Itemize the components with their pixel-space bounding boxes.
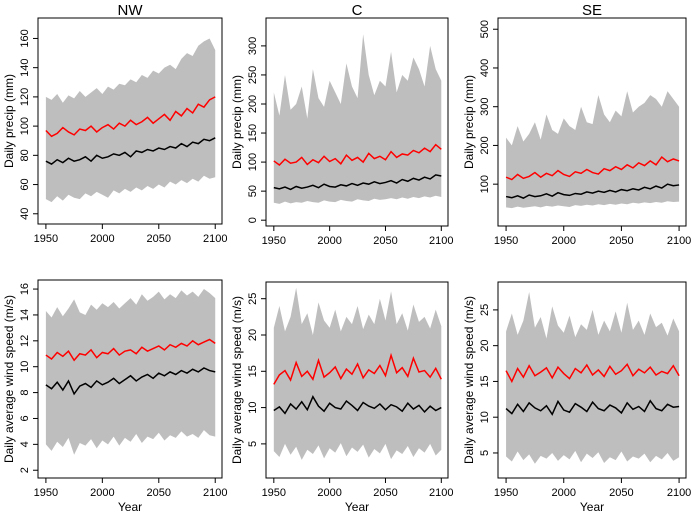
y-tick-label: 20 [247,329,259,341]
y-axis-label: Daily precip (mm) [230,75,244,169]
y-axis-label: Daily precip (mm) [2,74,16,168]
series-line [273,352,442,385]
x-tick-label: 2050 [147,487,171,499]
y-tick-label: 80 [19,149,31,161]
x-tick-label: 2000 [552,235,576,247]
series-line [505,183,680,199]
series-line [45,137,216,165]
plot-frame [497,17,687,227]
y-axis-label: Daily average wind speed (m/s) [462,296,476,464]
series-line [505,399,680,416]
series-line [273,174,442,191]
x-tick-label: 1950 [34,487,58,499]
y-tick-label: 8 [19,390,31,396]
x-tick-label: 2100 [429,487,453,499]
series-line [45,367,216,396]
x-tick-label: 2000 [552,487,576,499]
plot-frame [265,17,449,227]
panel-title: NW [118,2,144,19]
y-tick-label: 14 [19,309,31,321]
y-tick-label: 140 [19,58,31,76]
plot-frame [37,17,223,225]
ensemble-band [273,287,442,460]
x-tick-label: 1950 [262,487,286,499]
y-tick-label: 10 [479,411,491,423]
y-tick-label: 400 [479,59,491,77]
plot-frame [497,281,687,479]
y-tick-label: 4 [19,441,31,447]
series-line [505,155,680,181]
y-tick-label: 150 [247,124,259,142]
x-tick-label: 2000 [317,487,341,499]
x-axis-label: Year [118,500,142,514]
y-tick-label: 40 [19,208,31,220]
y-tick-label: 25 [247,293,259,305]
y-tick-label: 12 [19,335,31,347]
y-tick-label: 100 [479,175,491,193]
y-tick-label: 100 [19,117,31,135]
y-tick-label: 5 [479,450,491,456]
y-tick-label: 300 [247,37,259,55]
ensemble-band [45,289,216,455]
x-tick-label: 2100 [429,235,453,247]
y-tick-label: 25 [479,304,491,316]
x-tick-label: 2100 [667,235,691,247]
plot-frame [265,281,449,479]
x-axis-label: Year [580,500,604,514]
y-tick-label: 15 [247,365,259,377]
series-line [273,395,442,415]
x-axis-label: Year [345,500,369,514]
x-tick-label: 1950 [494,235,518,247]
y-axis-label: Daily average wind speed (m/s) [2,295,16,463]
y-tick-label: 160 [19,29,31,47]
x-tick-label: 2050 [609,235,633,247]
x-tick-label: 1950 [34,233,58,245]
series-line [45,96,216,138]
ensemble-band [506,292,680,464]
series-line [45,338,216,362]
panel-title: SE [582,2,602,19]
y-tick-label: 250 [247,66,259,84]
y-tick-label: 500 [479,20,491,38]
y-axis-label: Daily average wind speed (m/s) [230,296,244,464]
series-line [505,362,680,384]
y-tick-label: 5 [247,441,259,447]
x-tick-label: 2000 [317,235,341,247]
y-tick-label: 0 [247,217,259,223]
x-tick-label: 2100 [203,233,227,245]
y-tick-label: 50 [247,185,259,197]
y-tick-label: 16 [19,283,31,295]
panel-title: C [352,2,363,19]
series-line [273,143,442,166]
ensemble-band [506,91,680,209]
x-tick-label: 2050 [147,233,171,245]
y-tick-label: 120 [19,88,31,106]
x-tick-label: 2050 [373,487,397,499]
y-tick-label: 100 [247,153,259,171]
x-tick-label: 1950 [494,487,518,499]
y-tick-label: 60 [19,178,31,190]
y-tick-label: 10 [247,401,259,413]
y-tick-label: 20 [479,340,491,352]
x-tick-label: 2100 [667,487,691,499]
x-tick-label: 2050 [373,235,397,247]
y-tick-label: 6 [19,415,31,421]
x-tick-label: 2000 [90,487,114,499]
y-tick-label: 15 [479,375,491,387]
x-tick-label: 2100 [203,487,227,499]
y-tick-label: 10 [19,361,31,373]
y-tick-label: 200 [479,136,491,154]
y-tick-label: 2 [19,467,31,473]
y-tick-label: 300 [479,98,491,116]
x-tick-label: 2000 [90,233,114,245]
y-tick-label: 200 [247,95,259,113]
plot-frame [37,279,223,479]
x-tick-label: 1950 [262,235,286,247]
x-tick-label: 2050 [609,487,633,499]
y-axis-label: Daily precip (mm) [462,75,476,169]
